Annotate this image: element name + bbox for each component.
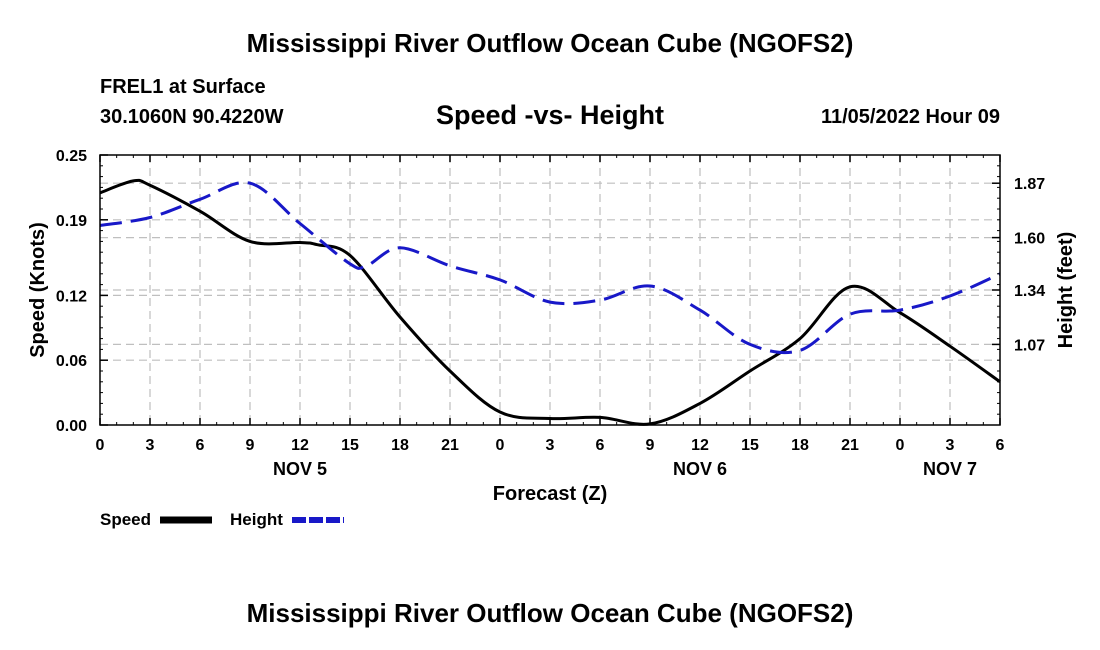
station-label: FREL1 at Surface — [100, 76, 266, 98]
speed-series-line — [99, 178, 1001, 426]
x-tick-label: 3 — [146, 437, 155, 454]
x-tick-label: 21 — [841, 437, 859, 454]
y-tick-label: 0.25 — [56, 148, 87, 165]
x-tick-label: 18 — [391, 437, 409, 454]
x-axis-title: Forecast (Z) — [493, 483, 607, 505]
x-tick-label: 9 — [646, 437, 655, 454]
y-axis-title: Speed (Knots) — [27, 222, 49, 358]
x-tick-label: 9 — [246, 437, 255, 454]
x-tick-label: 0 — [896, 437, 905, 454]
date-label: NOV 7 — [923, 459, 977, 479]
x-tick-label: 3 — [546, 437, 555, 454]
x-tick-label: 15 — [741, 437, 759, 454]
x-tick-label: 18 — [791, 437, 809, 454]
x-tick-label: 0 — [96, 437, 105, 454]
axis-ticks — [99, 154, 1001, 426]
x-tick-label: 15 — [341, 437, 359, 454]
y2-axis-title: Height (feet) — [1055, 232, 1077, 349]
x-tick-label: 12 — [691, 437, 709, 454]
y-tick-label: 0.00 — [56, 418, 87, 435]
axis-labels: 0 3 6 9 12 15 18 21 0 3 6 9 12 15 18 21 0 3 6 0.00 0.06 0.12 0… — [27, 148, 1077, 505]
x-tick-label: 21 — [441, 437, 459, 454]
speed-height-chart: 0 3 6 9 12 15 18 21 0 3 6 9 12 15 18 21 0 3 6 0.00 0.06 0.12 0… — [27, 148, 1077, 529]
date-label: NOV 5 — [273, 459, 327, 479]
y2-tick-label: 1.87 — [1014, 176, 1045, 193]
legend-label-speed: Speed — [100, 510, 151, 529]
page-title: Mississippi River Outflow Ocean Cube (NG… — [246, 28, 854, 58]
y-tick-label: 0.12 — [56, 288, 87, 305]
height-series-line — [99, 181, 1001, 355]
y2-tick-label: 1.60 — [1014, 231, 1045, 248]
y2-tick-label: 1.07 — [1014, 337, 1045, 354]
forecast-datetime: 11/05/2022 Hour 09 — [820, 106, 1000, 128]
footer-title: Mississippi River Outflow Ocean Cube (NG… — [246, 598, 854, 628]
y2-tick-label: 1.34 — [1014, 283, 1045, 300]
y-tick-label: 0.19 — [56, 213, 87, 230]
series-layer — [99, 178, 1001, 426]
x-tick-label: 0 — [496, 437, 505, 454]
x-tick-label: 6 — [596, 437, 605, 454]
x-tick-label: 12 — [291, 437, 309, 454]
legend: Speed Height — [100, 510, 344, 529]
station-coordinates: 30.1060N 90.4220W — [100, 106, 284, 128]
x-tick-label: 6 — [196, 437, 205, 454]
chart-subtitle: Speed -vs- Height — [435, 100, 665, 130]
grid — [100, 155, 1000, 425]
date-label: NOV 6 — [673, 459, 727, 479]
legend-label-height: Height — [230, 510, 283, 529]
x-tick-label: 6 — [996, 437, 1005, 454]
y-tick-label: 0.06 — [56, 353, 87, 370]
x-tick-label: 3 — [946, 437, 955, 454]
